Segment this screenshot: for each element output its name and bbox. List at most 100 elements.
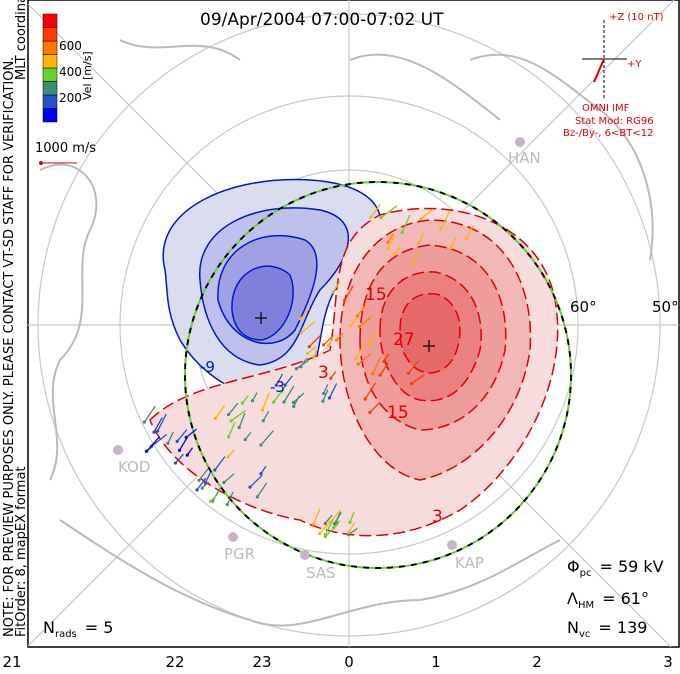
vector-origin: [229, 419, 233, 423]
vector-origin: [294, 367, 299, 371]
velocity-vector: [401, 214, 411, 233]
boundary-dash-overlay: [184, 181, 572, 569]
velocity-vector: [223, 473, 235, 483]
station-label-pgr: PGR: [224, 545, 255, 563]
vector-origin: [417, 241, 421, 245]
station-markers: [113, 137, 525, 560]
velocity-vector: [359, 316, 372, 328]
station-label-kap: KAP: [455, 554, 484, 572]
vector-origin: [298, 317, 303, 321]
velocity-vector: [418, 232, 425, 244]
vector-origin: [371, 372, 375, 376]
velocity-vector: [256, 482, 268, 498]
vector-origin: [177, 448, 182, 452]
vector-scale-origin: [39, 161, 43, 165]
vector-origin: [382, 359, 386, 364]
vector-origin: [145, 449, 149, 453]
velocity-vector: [412, 250, 420, 264]
vector-origin: [197, 478, 201, 482]
stat-model: Stat Mod: RG96: [575, 116, 654, 127]
heppner-maynard-boundary: [184, 181, 572, 569]
colorbar-swatch: [42, 94, 58, 109]
velocity-vector: [369, 402, 380, 413]
velocity-vector: [307, 346, 317, 354]
colorbar-swatch: [42, 54, 58, 69]
mlt-tick: 23: [252, 653, 271, 671]
velocity-vector: [308, 334, 322, 348]
velocity-vector: [322, 389, 329, 402]
vector-origin: [322, 391, 326, 396]
velocity-vector: [214, 404, 226, 419]
velocity-vector: [379, 362, 389, 376]
colorbar-swatch: [42, 27, 58, 42]
velocity-vector: [146, 436, 161, 452]
vector-origin: [327, 396, 332, 400]
velocity-vector: [226, 491, 234, 505]
vector-origin: [464, 236, 468, 241]
velocity-vectors: [142, 203, 475, 539]
velocity-vector: [313, 508, 321, 525]
velocity-vector: [300, 357, 308, 368]
velocity-vector: [440, 211, 451, 230]
velocity-vector: [327, 334, 335, 346]
velocity-vector: [370, 203, 381, 218]
contour-label: 27: [393, 330, 415, 350]
contour-label: 15: [387, 403, 409, 423]
mlt-tick: 21: [2, 653, 21, 671]
velocity-vector: [151, 433, 168, 447]
velocity-vector: [198, 468, 209, 481]
colorbar-tick: 600: [59, 39, 82, 53]
velocity-vector: [372, 356, 382, 375]
lat-label-60: 60°: [570, 298, 597, 316]
vector-origin: [326, 343, 330, 348]
vector-origin: [184, 435, 188, 440]
velocity-vector: [153, 417, 163, 433]
colorbar-tick: 400: [59, 65, 82, 79]
vector-origin: [255, 495, 259, 499]
vector-origin: [225, 503, 229, 507]
contour-label: 3: [318, 363, 329, 383]
coords-label: MLT coordinates: [14, 0, 29, 80]
velocity-vector: [348, 522, 356, 533]
vector-origin: [439, 227, 443, 231]
lat-label-50: 50°: [652, 298, 679, 316]
fit-order-note: FitOrder: 8, mapEX format: [14, 466, 29, 637]
vector-origin: [222, 480, 226, 485]
vector-origin: [328, 520, 332, 525]
vector-origin: [332, 522, 337, 526]
contour-label: 15: [365, 285, 387, 305]
vector-origin: [156, 429, 160, 433]
vector-origin: [386, 240, 390, 244]
velocity-vector: [260, 430, 274, 446]
contour-label: 3: [432, 507, 443, 527]
velocity-vector: [329, 509, 342, 523]
vector-origin: [347, 530, 351, 534]
vector-origin: [353, 356, 358, 361]
vector-origin: [449, 246, 453, 250]
vector-origin: [356, 362, 360, 366]
vector-origin: [329, 376, 333, 380]
vector-origin: [195, 488, 199, 492]
vector-origin: [260, 408, 265, 412]
velocity-vector: [349, 512, 355, 523]
velocity-vector: [275, 373, 283, 386]
velocity-vector: [364, 382, 377, 400]
vector-origin: [185, 453, 189, 457]
vector-origin: [243, 438, 247, 442]
velocity-vector: [273, 389, 283, 403]
vector-origin: [334, 338, 339, 342]
velocity-vector: [344, 285, 354, 301]
n-rads-stat: Nrads = 5: [43, 618, 113, 640]
preview-note: NOTE: FOR PREVIEW PURPOSES ONLY. PLEASE …: [2, 57, 17, 637]
vector-origin: [142, 420, 146, 424]
vector-origin: [332, 525, 336, 530]
vector-origin: [226, 412, 231, 417]
velocity-vector: [185, 428, 197, 439]
velocity-vector: [284, 375, 294, 386]
vector-origin: [200, 486, 204, 490]
vector-origin: [175, 439, 179, 443]
vector-origin: [166, 441, 170, 445]
plot-title: 09/Apr/2004 07:00-07:02 UT: [200, 10, 444, 30]
vector-origin: [213, 416, 217, 420]
